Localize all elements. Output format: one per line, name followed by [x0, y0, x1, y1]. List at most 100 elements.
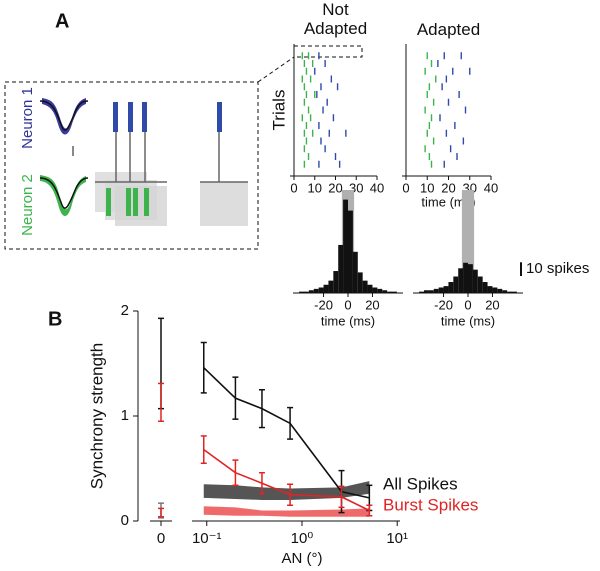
- waveform: [39, 177, 89, 209]
- x-tick-label: -20: [434, 297, 453, 312]
- bar: [482, 282, 488, 293]
- zoom-line: [257, 56, 295, 83]
- spike: [106, 188, 111, 216]
- panel-label: A: [55, 10, 69, 32]
- waveform: [40, 175, 86, 216]
- x-axis-label: time (ms): [321, 313, 375, 328]
- schematic: Neuron 1 Neuron 2: [4, 45, 363, 250]
- y-tick-label: 2: [121, 302, 129, 319]
- scale-bar-label: 10 spikes: [526, 260, 589, 277]
- bar: [362, 280, 368, 293]
- spike: [142, 102, 147, 132]
- bar: [382, 290, 388, 293]
- x-tick-label: 40: [370, 180, 384, 195]
- bar: [428, 290, 434, 293]
- bar: [492, 287, 498, 293]
- bar: [497, 288, 503, 293]
- series-line: [203, 367, 370, 499]
- bar: [472, 269, 478, 293]
- spike: [144, 188, 149, 216]
- bar: [487, 286, 493, 293]
- bar: [477, 276, 483, 293]
- bar: [468, 264, 473, 293]
- x-tick-label: 10: [420, 180, 434, 195]
- bar: [357, 272, 363, 293]
- bar: [304, 291, 309, 293]
- chance-band: [203, 481, 370, 500]
- bar: [372, 287, 378, 293]
- schematic-box: [4, 81, 259, 250]
- legend-label: All Spikes: [383, 474, 458, 493]
- bar: [463, 262, 468, 293]
- chance-band: [203, 506, 370, 517]
- bar: [453, 276, 459, 293]
- bar: [458, 268, 464, 293]
- connector: [95, 132, 248, 183]
- bar: [308, 290, 314, 293]
- spike: [126, 188, 131, 216]
- bar: [387, 291, 392, 293]
- series-line: [203, 448, 370, 512]
- bar: [443, 286, 449, 293]
- chart-title: Adapted: [416, 20, 481, 39]
- highlight-box: [293, 45, 363, 58]
- spike: [128, 102, 133, 132]
- bar: [448, 282, 454, 293]
- x-tick-label: 20: [328, 180, 342, 195]
- bar: [512, 291, 517, 293]
- bar: [348, 210, 353, 293]
- x-tick-label: 10¹: [386, 530, 408, 547]
- spike: [113, 102, 118, 132]
- bar: [377, 288, 383, 293]
- bar: [507, 291, 512, 293]
- x-tick-label: 10⁻¹: [192, 530, 222, 547]
- bar: [424, 290, 429, 293]
- panel-label: B: [48, 308, 62, 330]
- bar: [328, 280, 334, 293]
- bar: [338, 244, 344, 293]
- neuron-label: Neuron 1: [19, 87, 36, 149]
- x-axis-label: time (ms): [441, 313, 495, 328]
- chart-title: Not Adapted: [303, 0, 368, 38]
- bar: [299, 291, 304, 293]
- legend-label: Burst Spikes: [383, 495, 478, 514]
- x-axis-label: AN (°): [281, 550, 322, 567]
- bar: [333, 271, 339, 293]
- bar: [419, 291, 424, 293]
- bar: [367, 284, 373, 293]
- x-tick-label: 20: [365, 297, 379, 312]
- bar: [502, 290, 508, 293]
- y-axis-label: Trials: [269, 90, 288, 131]
- bar: [343, 199, 348, 293]
- bar: [352, 251, 358, 293]
- bar: [438, 287, 444, 293]
- box: [200, 182, 248, 226]
- x-tick-label: 0: [157, 530, 165, 547]
- bar: [318, 287, 324, 293]
- x-tick-label: 20: [485, 297, 499, 312]
- spike: [133, 188, 138, 216]
- bar: [313, 288, 319, 293]
- x-tick-label: 10⁰: [291, 530, 314, 547]
- y-tick-label: 0: [121, 512, 129, 529]
- x-tick-label: 20: [441, 180, 455, 195]
- y-tick-label: 1: [121, 407, 129, 424]
- x-tick-label: -20: [314, 297, 333, 312]
- y-axis-label: Synchrony strength: [87, 343, 106, 489]
- zoom-line: [258, 57, 296, 248]
- bar: [323, 284, 329, 293]
- x-tick-label: 0: [344, 297, 351, 312]
- spike: [217, 102, 222, 132]
- waveform: [39, 100, 89, 131]
- x-tick-label: 0: [402, 180, 409, 195]
- x-tick-label: 40: [484, 180, 498, 195]
- neuron-label: Neuron 2: [19, 174, 36, 236]
- x-tick-label: 0: [290, 180, 297, 195]
- x-tick-label: 0: [464, 297, 471, 312]
- bar: [392, 291, 397, 293]
- box: [115, 186, 167, 226]
- x-tick-label: 10: [308, 180, 322, 195]
- bar: [433, 288, 439, 293]
